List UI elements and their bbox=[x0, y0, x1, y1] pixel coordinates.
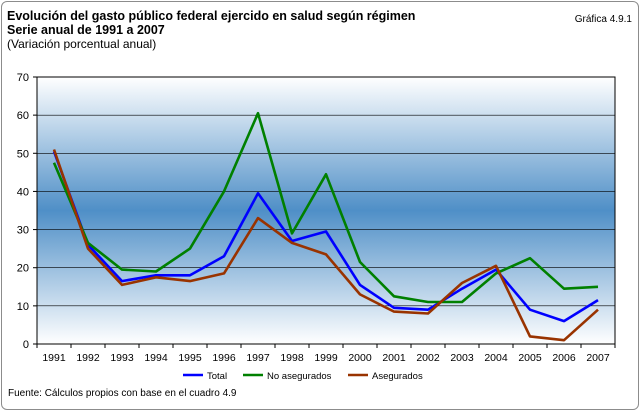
x-tick-label: 2002 bbox=[416, 352, 440, 364]
figure-number: Gráfica 4.9.1 bbox=[574, 14, 632, 25]
x-tick-label: 1993 bbox=[110, 352, 134, 364]
y-tick-label: 70 bbox=[17, 72, 29, 84]
legend-label-no-asegurados: No asegurados bbox=[267, 371, 332, 382]
x-tick-label: 2000 bbox=[348, 352, 372, 364]
x-tick-label: 1994 bbox=[144, 352, 168, 364]
y-tick-label: 20 bbox=[17, 263, 29, 275]
y-tick-label: 10 bbox=[17, 301, 29, 313]
y-tick-label: 0 bbox=[23, 339, 29, 351]
legend-label-asegurados: Asegurados bbox=[372, 371, 423, 382]
x-tick-label: 2007 bbox=[586, 352, 610, 364]
x-tick-label: 1997 bbox=[246, 352, 270, 364]
y-tick-label: 40 bbox=[17, 186, 29, 198]
x-tick-label: 1995 bbox=[178, 352, 202, 364]
y-tick-label: 50 bbox=[17, 148, 29, 160]
y-tick-label: 60 bbox=[17, 110, 29, 122]
x-tick-label: 1999 bbox=[314, 352, 338, 364]
x-tick-label: 1998 bbox=[280, 352, 304, 364]
series-line-total bbox=[52, 150, 599, 323]
x-tick-label: 1992 bbox=[76, 352, 100, 364]
series-line-no-asegurados bbox=[52, 111, 599, 304]
plot-area bbox=[36, 76, 616, 345]
source-note: Fuente: Cálculos propios con base en el … bbox=[8, 388, 237, 399]
x-tick-label: 2004 bbox=[484, 352, 508, 364]
x-tick-label: 2005 bbox=[518, 352, 542, 364]
x-tick-label: 2001 bbox=[382, 352, 406, 364]
x-tick-label: 2006 bbox=[552, 352, 576, 364]
chart-units: (Variación porcentual anual) bbox=[7, 37, 157, 51]
line-chart: 0 10 20 30 40 50 60 70 1991 1992 1993 1994 1995 1996 1… bbox=[17, 72, 616, 382]
x-tick-label: 1996 bbox=[212, 352, 236, 364]
chart-subtitle: Serie anual de 1991 a 2007 bbox=[7, 23, 165, 37]
y-tick-label: 30 bbox=[17, 225, 29, 237]
x-tick-label: 1991 bbox=[42, 352, 66, 364]
series-line-asegurados bbox=[52, 149, 599, 342]
legend-label-total: Total bbox=[207, 371, 227, 382]
chart-title: Evolución del gasto público federal ejer… bbox=[7, 9, 416, 23]
x-tick-label: 2003 bbox=[450, 352, 474, 364]
